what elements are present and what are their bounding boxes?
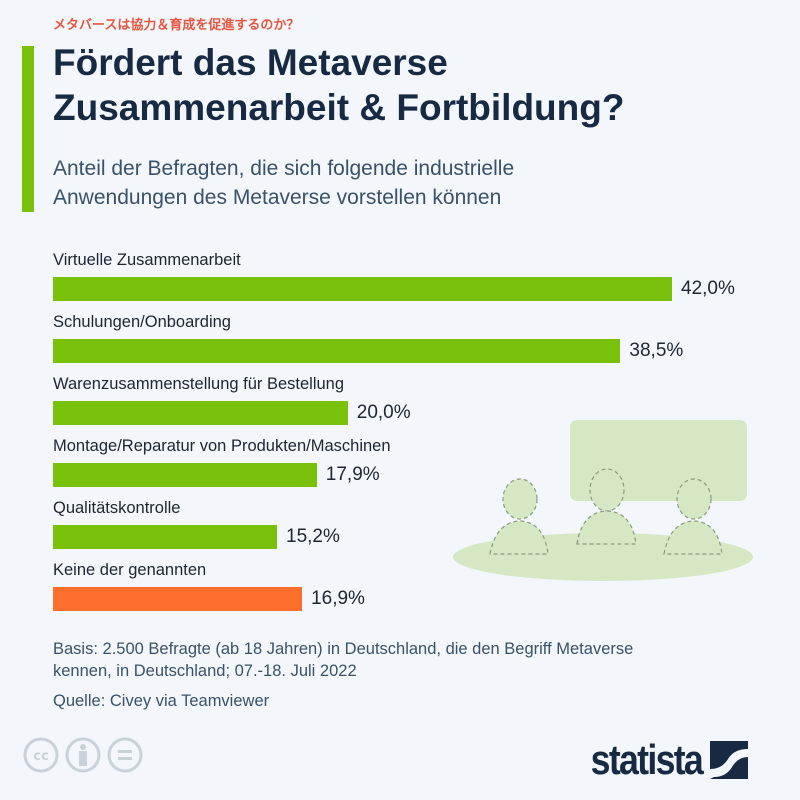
attribution-icon — [65, 737, 101, 773]
data-label: 15,2% — [286, 526, 340, 547]
subtitle-line-1: Anteil der Befragten, die sich folgende … — [53, 157, 515, 180]
license-icons: cc — [23, 737, 143, 773]
bar — [53, 401, 348, 425]
category-label: Virtuelle Zusammenarbeit — [53, 251, 241, 269]
data-label: 42,0% — [681, 278, 735, 299]
chart-subtitle: Anteil der Befragten, die sich folgende … — [53, 154, 514, 212]
kicker: メタバースは協力＆育成を促進するのか？ — [53, 18, 300, 33]
meeting-illustration — [453, 420, 753, 581]
person-icon — [576, 468, 637, 545]
subtitle-line-2: Anwendungen des Metaverse vorstellen kön… — [53, 186, 502, 209]
cc-icon: cc — [23, 737, 59, 773]
person-icon — [663, 478, 723, 555]
statista-logo-mark-icon — [710, 741, 748, 779]
person-icon — [489, 478, 549, 555]
category-label: Warenzusammenstellung für Bestellung — [53, 375, 345, 393]
bar — [53, 277, 672, 301]
footnote-source: Quelle: Civey via Teamviewer — [53, 692, 270, 710]
data-label: 17,9% — [325, 464, 380, 485]
chart-title: Fördert das Metaverse Zusammenarbeit & F… — [53, 40, 624, 130]
logo-text: statista — [590, 736, 704, 783]
data-label: 20,0% — [356, 402, 411, 423]
accent-bar — [22, 46, 34, 212]
bar — [53, 525, 278, 549]
footnote-basis: Basis: 2.500 Befragte (ab 18 Jahren) in … — [53, 638, 633, 682]
basis-line-1: Basis: 2.500 Befragte (ab 18 Jahren) in … — [53, 640, 634, 658]
no-derivatives-icon — [107, 737, 143, 773]
category-label: Schulungen/Onboarding — [53, 313, 231, 331]
bar — [53, 587, 303, 611]
bar — [53, 463, 317, 487]
category-label: Keine der genannten — [53, 561, 207, 579]
basis-line-2: kennen, in Deutschland; 07.-18. Juli 202… — [53, 662, 357, 680]
data-label: 38,5% — [629, 340, 684, 361]
title-line-1: Fördert das Metaverse — [53, 42, 448, 83]
category-label: Qualitätskontrolle — [53, 499, 181, 517]
title-line-2: Zusammenarbeit & Fortbildung? — [53, 87, 625, 128]
category-label: Montage/Reparatur von Produkten/Maschine… — [53, 437, 391, 455]
data-label: 16,9% — [311, 588, 365, 609]
svg-text:cc: cc — [33, 749, 48, 764]
statista-logo: statista — [571, 736, 748, 784]
bar — [53, 339, 621, 363]
